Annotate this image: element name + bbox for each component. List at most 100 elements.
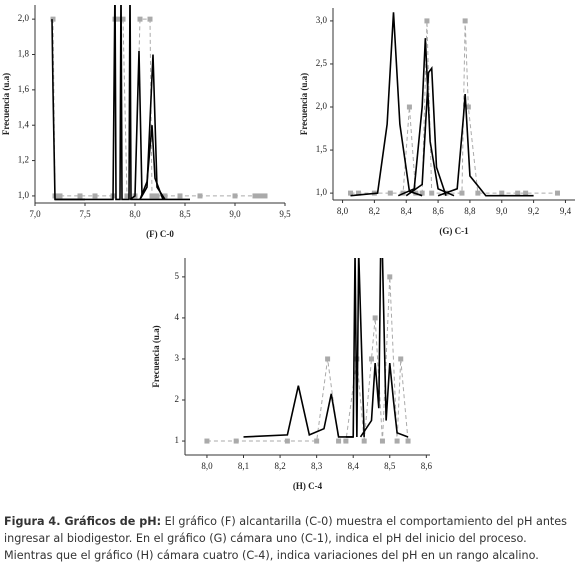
- x-tick-label: 8,6: [421, 461, 433, 471]
- marker: [355, 190, 361, 196]
- marker: [394, 438, 400, 444]
- y-tick-label: 1,0: [316, 187, 328, 197]
- marker: [284, 438, 290, 444]
- marker: [348, 190, 354, 196]
- x-tick-label: 7,5: [79, 209, 91, 219]
- y-tick-label: 4: [175, 312, 180, 322]
- y-tick-label: 1: [175, 435, 180, 445]
- y-tick-label: 2,0: [316, 101, 328, 111]
- series-line: [206, 276, 409, 442]
- plot: [204, 258, 411, 444]
- marker: [387, 274, 393, 280]
- series-line: [397, 38, 455, 197]
- x-axis-label: (F) C-0: [146, 229, 174, 239]
- x-tick-label: 8,2: [369, 206, 380, 216]
- x-tick-label: 8,4: [348, 461, 360, 471]
- x-tick-label: 8,4: [401, 206, 413, 216]
- marker: [499, 190, 505, 196]
- marker: [232, 193, 238, 199]
- y-axis-label: Frecuencia (u.a): [1, 73, 11, 135]
- x-tick-label: 9,0: [496, 206, 508, 216]
- y-tick-label: 2: [175, 394, 180, 404]
- marker: [372, 315, 378, 321]
- series-line: [345, 258, 365, 438]
- marker: [197, 193, 203, 199]
- x-tick-label: 9,2: [528, 206, 539, 216]
- plot: [348, 12, 560, 197]
- marker: [368, 356, 374, 362]
- y-tick-label: 2,5: [316, 58, 328, 68]
- marker: [314, 438, 320, 444]
- x-tick-label: 9,5: [279, 209, 291, 219]
- marker: [475, 190, 481, 196]
- x-tick-label: 8,5: [179, 209, 191, 219]
- marker: [462, 18, 468, 24]
- marker: [262, 193, 268, 199]
- caption-label: Figura 4. Gráficos de pH:: [4, 515, 162, 528]
- marker: [252, 193, 258, 199]
- plot: [50, 5, 268, 201]
- x-tick-label: 8,0: [201, 461, 213, 471]
- marker: [57, 193, 63, 199]
- y-tick-label: 1,4: [18, 119, 30, 129]
- marker: [120, 16, 126, 22]
- marker: [147, 16, 153, 22]
- x-axis-label: (H) C-4: [293, 481, 323, 491]
- caption: Figura 4. Gráficos de pH: El gráfico (F)…: [4, 513, 576, 564]
- series-line: [437, 94, 534, 197]
- series-line: [51, 19, 85, 201]
- x-tick-label: 8,6: [432, 206, 444, 216]
- marker: [336, 438, 342, 444]
- marker: [325, 356, 331, 362]
- x-tick-label: 8,0: [337, 206, 349, 216]
- marker: [419, 190, 425, 196]
- y-axis-label: Frecuencia (u.a): [151, 325, 161, 387]
- marker: [405, 438, 411, 444]
- y-tick-label: 5: [175, 271, 180, 281]
- marker: [162, 193, 168, 199]
- y-tick-label: 1,5: [316, 144, 328, 154]
- x-tick-label: 8,5: [384, 461, 396, 471]
- marker: [116, 16, 122, 22]
- y-tick-label: 2,0: [18, 13, 30, 23]
- x-tick-label: 8,8: [464, 206, 476, 216]
- series-line: [55, 5, 190, 201]
- marker: [204, 438, 210, 444]
- x-tick-label: 8,0: [129, 209, 141, 219]
- marker: [523, 190, 529, 196]
- series-line: [139, 125, 164, 200]
- y-tick-label: 1,2: [18, 155, 29, 165]
- marker: [379, 438, 385, 444]
- marker: [124, 193, 130, 199]
- series-line: [129, 50, 166, 201]
- marker: [233, 438, 239, 444]
- series-line: [243, 385, 354, 438]
- marker: [154, 193, 160, 199]
- y-tick-label: 3,0: [316, 15, 328, 25]
- x-tick-label: 9,4: [560, 206, 572, 216]
- caption-text: El gráfico (F) alcantarilla (C-0) muestr…: [4, 515, 568, 562]
- y-tick-label: 1,6: [18, 84, 30, 94]
- series-line: [350, 12, 423, 197]
- marker: [459, 190, 465, 196]
- x-tick-label: 8,1: [238, 461, 249, 471]
- x-tick-label: 7,0: [29, 209, 41, 219]
- marker: [50, 16, 56, 22]
- x-tick-label: 9,0: [229, 209, 241, 219]
- marker: [177, 193, 183, 199]
- marker: [398, 356, 404, 362]
- y-axis-label: Frecuencia (u.a): [299, 73, 309, 135]
- marker: [429, 190, 435, 196]
- marker: [424, 18, 430, 24]
- marker: [149, 193, 155, 199]
- y-tick-label: 1,8: [18, 49, 30, 59]
- x-tick-label: 8,2: [274, 461, 285, 471]
- marker: [387, 190, 393, 196]
- series-line: [52, 18, 265, 197]
- y-tick-label: 1,0: [18, 190, 30, 200]
- marker: [554, 190, 560, 196]
- x-tick-label: 8,3: [311, 461, 323, 471]
- marker: [406, 104, 412, 110]
- marker: [343, 438, 349, 444]
